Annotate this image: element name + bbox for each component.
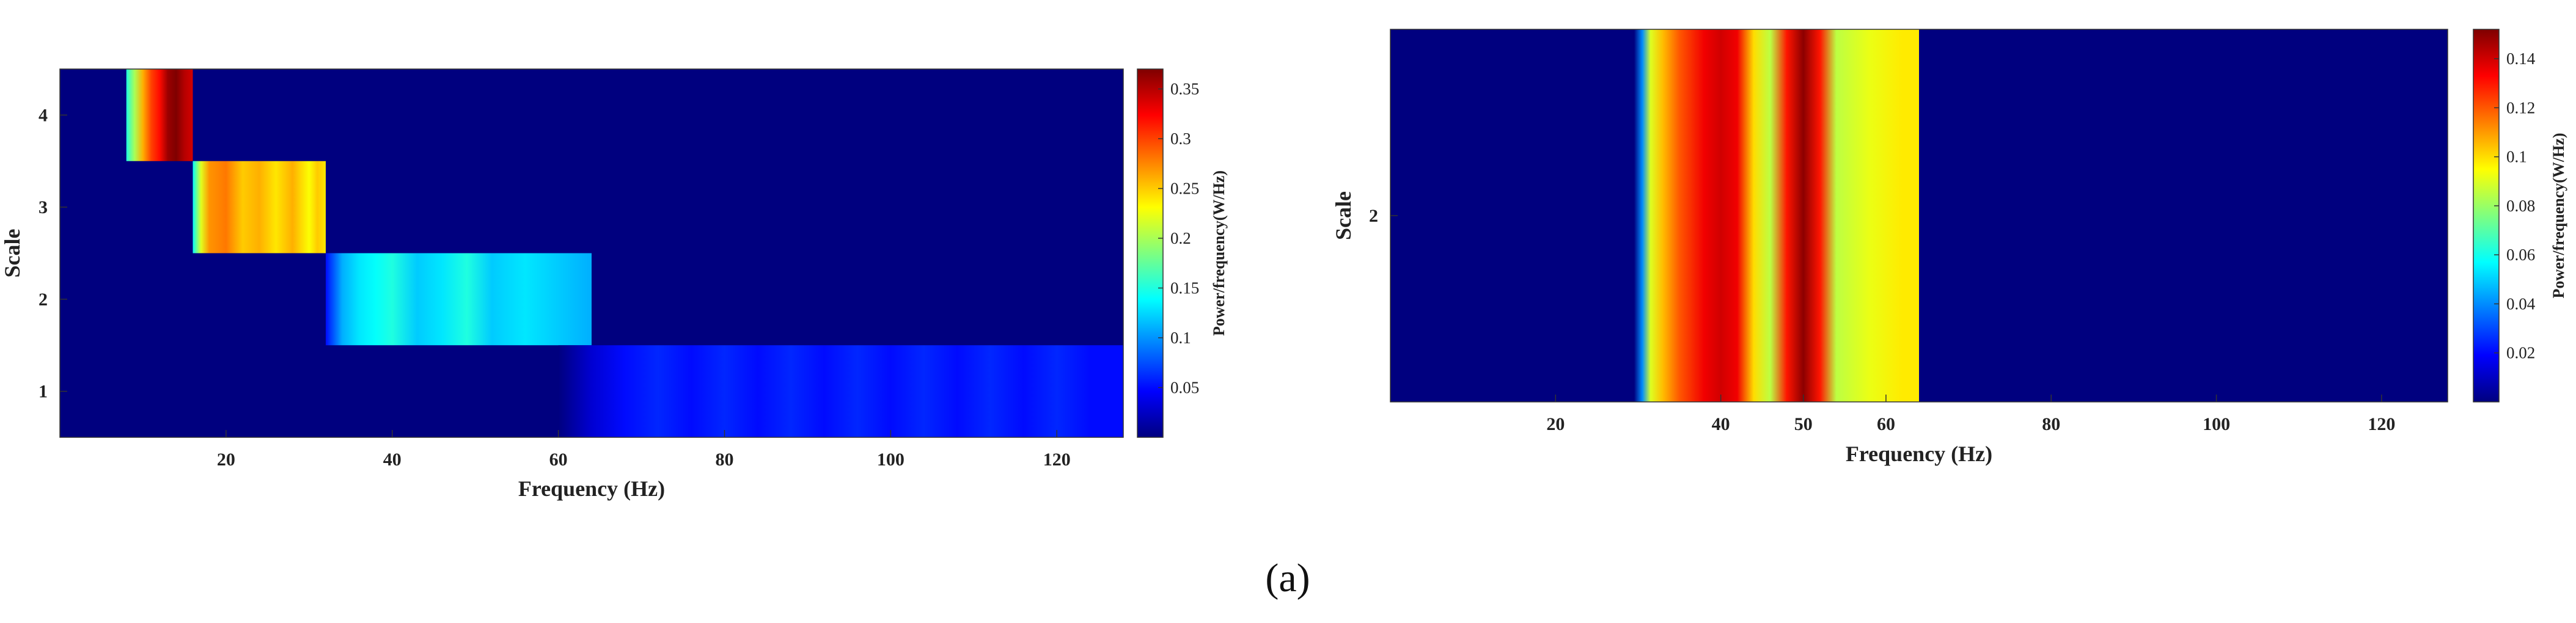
heatmap-row-scale-2 [1634, 29, 1919, 402]
heatmap-row-scale-4 [126, 69, 193, 161]
heatmap-row-scale-2 [326, 253, 592, 346]
y-axis-label: Scale [1331, 191, 1356, 240]
colorbar-frame [2473, 29, 2500, 403]
x-axis-label: Frequency (Hz) [518, 476, 665, 501]
y-tick-label: 4 [39, 105, 48, 125]
colorbar-tick-label: 0.2 [1170, 229, 1191, 247]
x-tick-label: 80 [2042, 414, 2060, 434]
y-tick-label: 2 [39, 290, 48, 310]
colorbar-tick-label: 0.3 [1170, 129, 1191, 148]
colorbar-label: Power/frequency(W/Hz) [1210, 170, 1228, 336]
colorbar-label: Power/frequency(W/Hz) [2550, 133, 2567, 299]
colorbar-tick-label: 0.12 [2506, 98, 2535, 117]
heatmap-row-scale-1 [558, 345, 1123, 437]
x-tick-label: 100 [2203, 414, 2230, 434]
y-tick-label: 2 [1369, 206, 1378, 226]
colorbar-tick-label: 0.15 [1170, 279, 1199, 297]
x-tick-label: 20 [217, 450, 235, 470]
plot-frame [59, 68, 1124, 438]
x-tick-label: 120 [2368, 414, 2395, 434]
x-tick-label: 100 [877, 450, 905, 470]
x-axis-label: Frequency (Hz) [1846, 442, 1992, 466]
y-tick-label: 3 [39, 197, 48, 217]
x-tick-label: 120 [1043, 450, 1071, 470]
x-tick-label: 60 [549, 450, 568, 470]
heatmap-scale-2: 20 40 50 60 80 100 120 2 Frequency (Hz) Scale … [1331, 29, 2567, 466]
colorbar-tick-label: 0.1 [2506, 148, 2527, 166]
colorbar-tick-label: 0.02 [2506, 344, 2535, 362]
colorbar-tick-label: 0.04 [2506, 294, 2536, 313]
x-tick-label: 20 [1546, 414, 1565, 434]
y-tick-label: 1 [39, 382, 48, 402]
x-tick-label: 60 [1877, 414, 1895, 434]
colorbar-tick-label: 0.06 [2506, 246, 2535, 264]
y-axis-label: Scale [0, 228, 24, 277]
x-tick-label: 40 [1712, 414, 1730, 434]
colorbar-tick-label: 0.14 [2506, 49, 2536, 68]
x-tick-label: 40 [383, 450, 402, 470]
figure-caption: (a) [1265, 556, 1310, 600]
colorbar-tick-label: 0.25 [1170, 180, 1199, 198]
x-tick-label: 80 [716, 450, 734, 470]
colorbar [1137, 69, 1163, 437]
x-tick-label: 50 [1794, 414, 1813, 434]
heatmap-scale-1-4: 20 40 60 80 100 120 1 2 3 4 Frequency (Hz) Scale… [0, 68, 1228, 501]
colorbar [2473, 29, 2499, 402]
colorbar-tick-label: 0.35 [1170, 80, 1199, 98]
colorbar-tick-label: 0.1 [1170, 329, 1191, 347]
colorbar-frame [1137, 68, 1164, 438]
colorbar-tick-label: 0.05 [1170, 379, 1199, 397]
heatmap-row-scale-3 [193, 161, 326, 253]
colorbar-tick-label: 0.08 [2506, 197, 2535, 215]
